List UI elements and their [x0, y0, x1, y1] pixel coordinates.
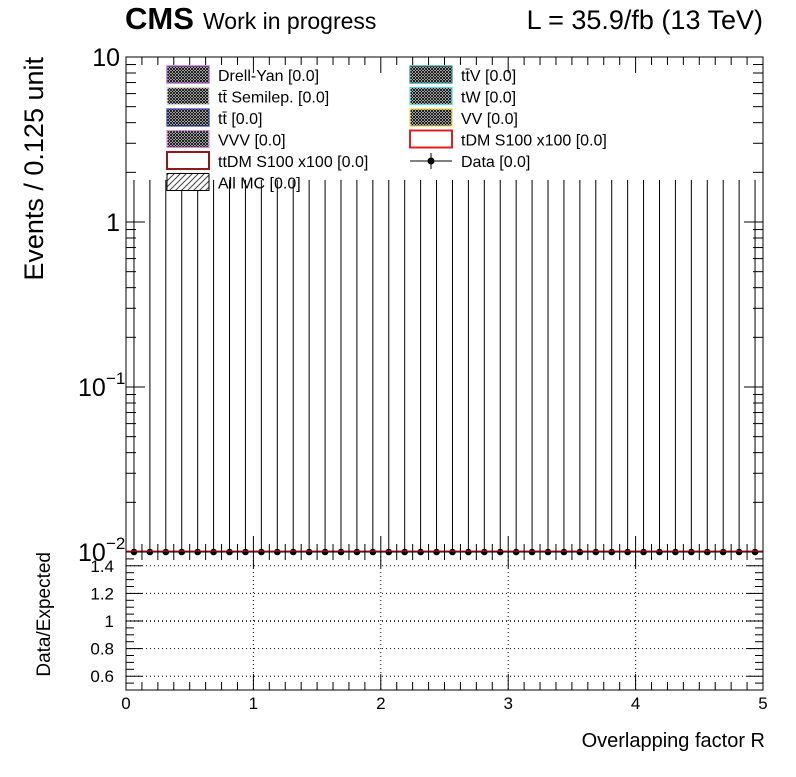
ratio-y-tick-label: 0.6	[90, 667, 114, 686]
main-y-tick-label: 10	[92, 44, 120, 72]
main-y-tick-label: 10 −2	[78, 534, 125, 567]
legend-entry: tDM S100 x100 [0.0]	[409, 129, 607, 150]
legend-entry: tt̄V [0.0]	[409, 65, 516, 85]
legend-entry: tt̄ [0.0]	[166, 108, 262, 128]
legend-entry: All MC [0.0]	[166, 173, 301, 193]
legend-swatch	[166, 129, 210, 149]
legend-label: VV [0.0]	[461, 111, 518, 128]
status-label: Work in progress	[203, 8, 376, 34]
legend-swatch	[166, 86, 210, 106]
data-error-bars	[133, 179, 756, 552]
legend-label: tt̄ [0.0]	[218, 111, 262, 128]
main-y-tick-label: 10 −1	[78, 369, 125, 402]
ratio-y-tick-label: 0.8	[90, 640, 114, 659]
main-y-tick-base: 10	[78, 374, 106, 402]
x-axis-title: Overlapping factor R	[582, 730, 765, 752]
legend: Drell-Yan [0.0] tt̄ Semilep. [0.0] tt̄ [0.…	[166, 65, 607, 193]
ratio-x-tick-label: 0	[121, 694, 130, 713]
legend-swatch	[409, 129, 453, 149]
legend-entry: ttDM S100 x100 [0.0]	[166, 151, 368, 171]
legend-swatch	[409, 108, 453, 127]
main-x-ticks	[125, 57, 764, 552]
ratio-x-tick-label: 3	[503, 694, 512, 713]
legend-entry: Data [0.0]	[410, 153, 530, 171]
legend-entry: tt̄ Semilep. [0.0]	[166, 86, 329, 107]
ratio-y-tick-label: 1	[105, 612, 114, 631]
main-y-tick-base: 10	[78, 539, 106, 567]
legend-label: Data [0.0]	[461, 154, 530, 171]
legend-swatch	[409, 65, 453, 84]
ratio-y-ticks: 0.6 0.8 1 1.2 1.4	[90, 551, 763, 691]
legend-entry: Drell-Yan [0.0]	[166, 65, 319, 85]
legend-entry: VVV [0.0]	[166, 129, 286, 150]
ratio-y-tick-label: 1.2	[90, 584, 114, 603]
legend-label: Drell-Yan [0.0]	[218, 68, 319, 85]
legend-swatch	[166, 151, 210, 170]
ratio-x-ticks: 0 1 2 3 4 5	[121, 552, 768, 713]
legend-entry: tW [0.0]	[409, 86, 516, 107]
legend-swatch-marker	[427, 157, 435, 165]
ratio-x-tick-label: 5	[758, 694, 767, 713]
legend-label: tt̄ Semilep. [0.0]	[218, 90, 329, 107]
main-y-tick-exponent: −1	[106, 369, 125, 388]
main-y-tick-exponent: −2	[106, 534, 125, 553]
ratio-x-tick-label: 1	[249, 694, 258, 713]
legend-label: tt̄V [0.0]	[461, 68, 516, 85]
lumi-label: L = 35.9/fb (13 TeV)	[527, 5, 763, 35]
legend-label: VVV [0.0]	[218, 133, 286, 150]
main-y-tick-base: 10	[92, 44, 120, 72]
legend-swatch	[166, 108, 210, 127]
legend-label: All MC [0.0]	[218, 176, 301, 193]
ratio-y-axis-title: Data/Expected	[34, 552, 55, 677]
main-y-tick-label: 1	[106, 209, 120, 237]
legend-label: ttDM S100 x100 [0.0]	[218, 154, 368, 171]
ratio-y-tick-label: 1.4	[90, 557, 114, 576]
ratio-grid	[126, 552, 763, 690]
main-y-tick-base: 1	[106, 209, 120, 237]
ratio-x-tick-label: 4	[631, 694, 640, 713]
legend-swatch	[166, 65, 210, 84]
legend-label: tDM S100 x100 [0.0]	[461, 133, 607, 150]
ratio-frame	[125, 551, 764, 691]
main-y-axis-title: Events / 0.125 unit	[19, 57, 49, 281]
legend-swatch	[409, 86, 453, 106]
ratio-panel: 0.6 0.8 1 1.2 1.4 0 1 2 3 4 5 Data/Expected Overl…	[34, 551, 768, 752]
legend-entry: VV [0.0]	[409, 108, 518, 128]
legend-swatch	[166, 173, 210, 191]
experiment-label: CMS	[125, 1, 194, 36]
ratio-x-tick-label: 2	[376, 694, 385, 713]
legend-label: tW [0.0]	[461, 90, 516, 107]
